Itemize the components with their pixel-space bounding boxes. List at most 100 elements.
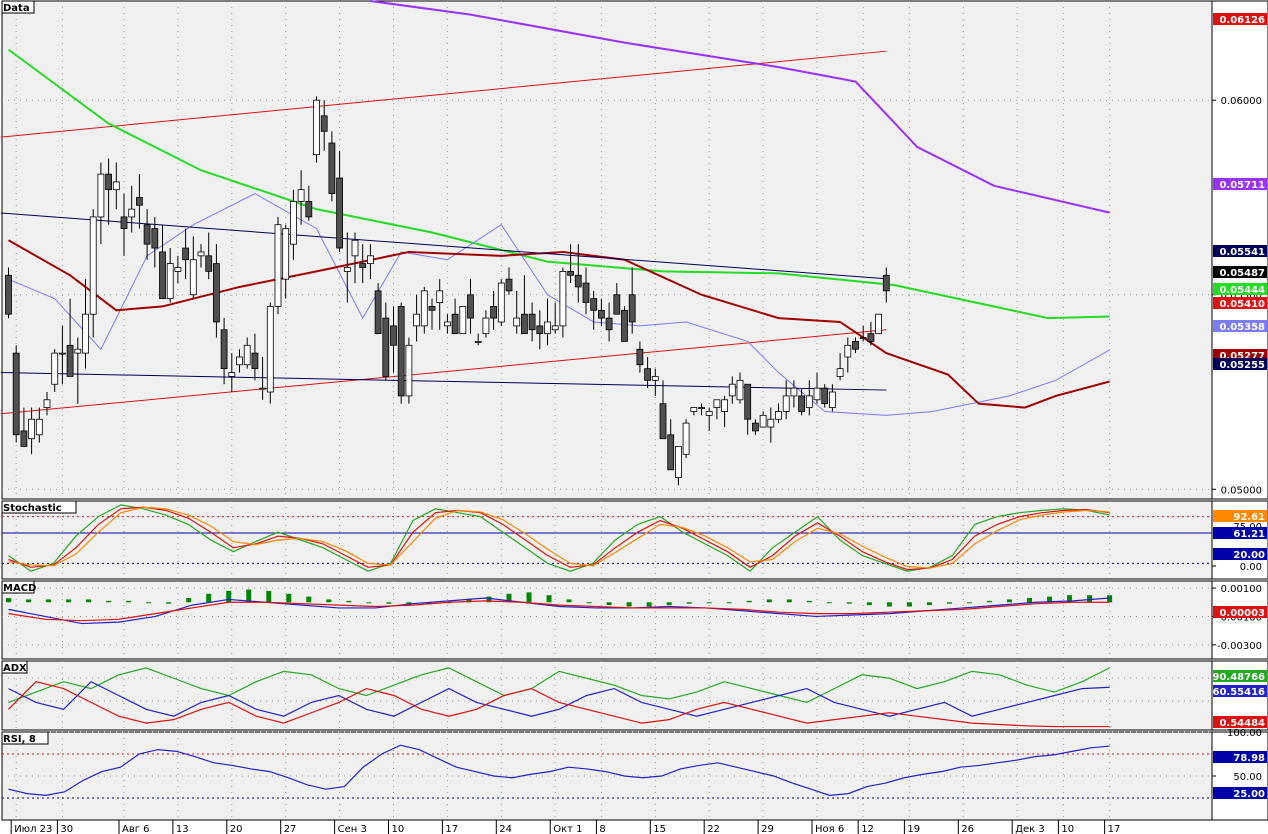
candle <box>143 209 151 260</box>
macd-histogram-bar <box>826 602 832 604</box>
macd-histogram-bar <box>326 599 332 603</box>
candle-body <box>282 228 290 280</box>
macd-histogram-bar <box>846 602 852 604</box>
candle <box>836 353 844 381</box>
macd-histogram-bar <box>646 602 652 607</box>
candle-body <box>867 333 875 342</box>
macd-histogram-bar <box>546 595 552 603</box>
macd-histogram-bar <box>1087 595 1093 603</box>
macd-histogram-bar <box>226 590 232 603</box>
price-tag-label: 60.55416 <box>1212 687 1265 698</box>
candle <box>790 380 798 408</box>
candle-body <box>829 391 836 408</box>
candle <box>212 244 220 338</box>
candle <box>644 356 651 389</box>
macd-histogram-bar <box>206 593 212 603</box>
candle <box>675 446 682 486</box>
candle-body <box>313 99 320 156</box>
candle <box>12 345 20 443</box>
candle <box>374 283 382 335</box>
candle <box>313 96 320 163</box>
stoch-series-line <box>8 506 1110 569</box>
y-tick-label: 50.00 <box>1233 772 1262 783</box>
candle-body <box>443 321 451 327</box>
macd-histogram-bar <box>286 593 292 603</box>
macd-histogram-bar <box>566 599 572 603</box>
candle-body <box>536 325 544 335</box>
candle <box>74 337 82 404</box>
candle-body <box>105 173 112 191</box>
candle-body <box>135 197 143 206</box>
candle <box>197 244 205 268</box>
x-tick-label: 24 <box>499 824 512 834</box>
candle-body <box>882 274 890 292</box>
price-tag <box>1213 266 1267 278</box>
candle <box>43 392 51 416</box>
x-tick-label: 19 <box>907 824 920 834</box>
macd-histogram-bar <box>1027 598 1033 603</box>
macd-histogram-bar <box>126 600 132 603</box>
candle <box>574 244 582 303</box>
candle-body <box>528 313 536 331</box>
candle <box>474 333 482 346</box>
macd-histogram-bar <box>926 602 932 606</box>
price-tag <box>1213 670 1267 682</box>
y-tick-label: 0.06000 <box>1221 96 1262 107</box>
macd-histogram-bar <box>266 590 272 603</box>
candle-body <box>728 383 736 397</box>
candle <box>844 337 852 373</box>
candle <box>266 302 274 404</box>
macd-histogram-bar <box>386 602 392 604</box>
candle-body <box>220 329 228 370</box>
macd-histogram-bar <box>966 602 972 604</box>
candle <box>182 228 190 280</box>
candle-body <box>559 270 567 327</box>
panel-title: ADX <box>3 663 27 674</box>
candle-body <box>490 306 498 319</box>
price-tag-label: 0.05711 <box>1219 180 1265 191</box>
candle-body <box>243 344 251 366</box>
candle <box>775 403 782 424</box>
candle <box>259 356 267 400</box>
candle-body <box>205 255 213 272</box>
candle <box>536 310 544 350</box>
candle-body <box>805 395 813 408</box>
candle <box>297 170 305 225</box>
candle <box>359 244 367 284</box>
candle <box>112 162 120 210</box>
candle-body <box>305 200 313 218</box>
candle-body <box>374 290 382 335</box>
candle <box>443 314 451 334</box>
price-tag-label: 0.05358 <box>1219 322 1265 333</box>
candle-body <box>759 414 767 428</box>
trend-lower-line <box>0 329 887 415</box>
x-tick-label: 20 <box>230 824 243 834</box>
macd-histogram-bar <box>726 602 732 604</box>
candle <box>366 244 374 280</box>
candle <box>551 302 559 334</box>
candle-body <box>82 313 89 354</box>
macd-histogram-bar <box>146 602 152 604</box>
price-tag-label: 0.05444 <box>1219 285 1265 296</box>
x-tick-label: 26 <box>961 824 974 834</box>
candle-body <box>20 430 28 447</box>
candle-body <box>698 407 705 409</box>
candle-body <box>274 224 282 307</box>
macd-histogram-bar <box>46 599 52 603</box>
candle <box>251 333 259 381</box>
candle <box>336 150 344 252</box>
candle <box>859 325 867 342</box>
candle <box>413 294 421 342</box>
axis-macd <box>1211 580 1268 660</box>
x-tick-label: Июл 23 <box>14 824 52 834</box>
candle <box>390 306 397 373</box>
candle <box>682 419 690 459</box>
candle-body <box>675 446 682 479</box>
candle-body <box>705 411 713 416</box>
candle-body <box>112 181 120 191</box>
candle-body <box>89 216 97 315</box>
candle <box>274 216 282 315</box>
axis-rsi <box>1211 731 1268 821</box>
candle-body <box>551 325 559 331</box>
price-tag <box>1213 787 1267 799</box>
